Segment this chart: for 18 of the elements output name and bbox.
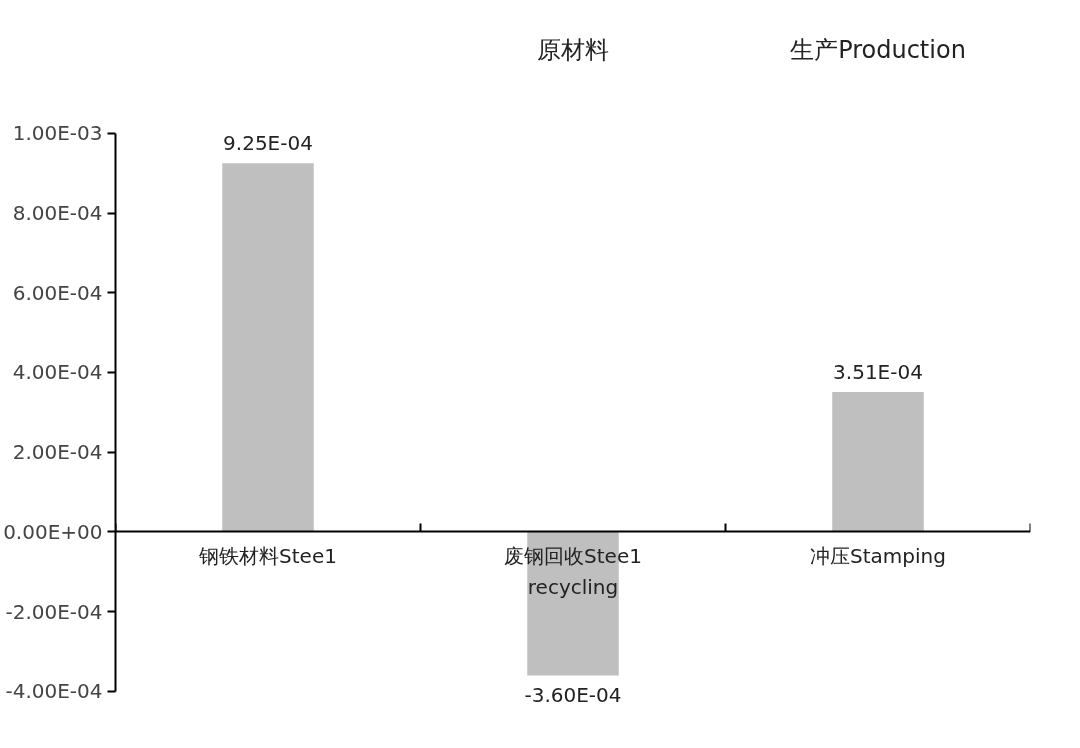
data-label: 3.51E-04 <box>833 360 923 385</box>
data-label: -3.60E-04 <box>524 683 622 708</box>
text: 生产Production <box>790 35 966 64</box>
y-tick-label: -4.00E-04 <box>5 679 103 704</box>
text: 原材料 <box>537 35 609 64</box>
x-tick-label: 冲压Stamping <box>810 543 946 568</box>
y-tick-label: -2.00E-04 <box>5 599 103 624</box>
data-label: 9.25E-04 <box>223 131 313 156</box>
bar <box>222 163 314 532</box>
x-tick-label: 钢铁材料Stee1 <box>198 543 337 568</box>
y-tick-label: 2.00E-04 <box>12 440 103 465</box>
bar <box>832 392 924 532</box>
y-tick-label: 6.00E-04 <box>12 280 103 305</box>
x-tick-label: 废钢回收Stee1 recycling <box>504 543 642 600</box>
y-tick-label: 4.00E-04 <box>12 360 103 385</box>
y-tick-label: 0.00E+00 <box>3 519 103 544</box>
y-tick-label: 1.00E-03 <box>12 121 103 146</box>
y-tick-label: 8.00E-04 <box>12 201 103 226</box>
